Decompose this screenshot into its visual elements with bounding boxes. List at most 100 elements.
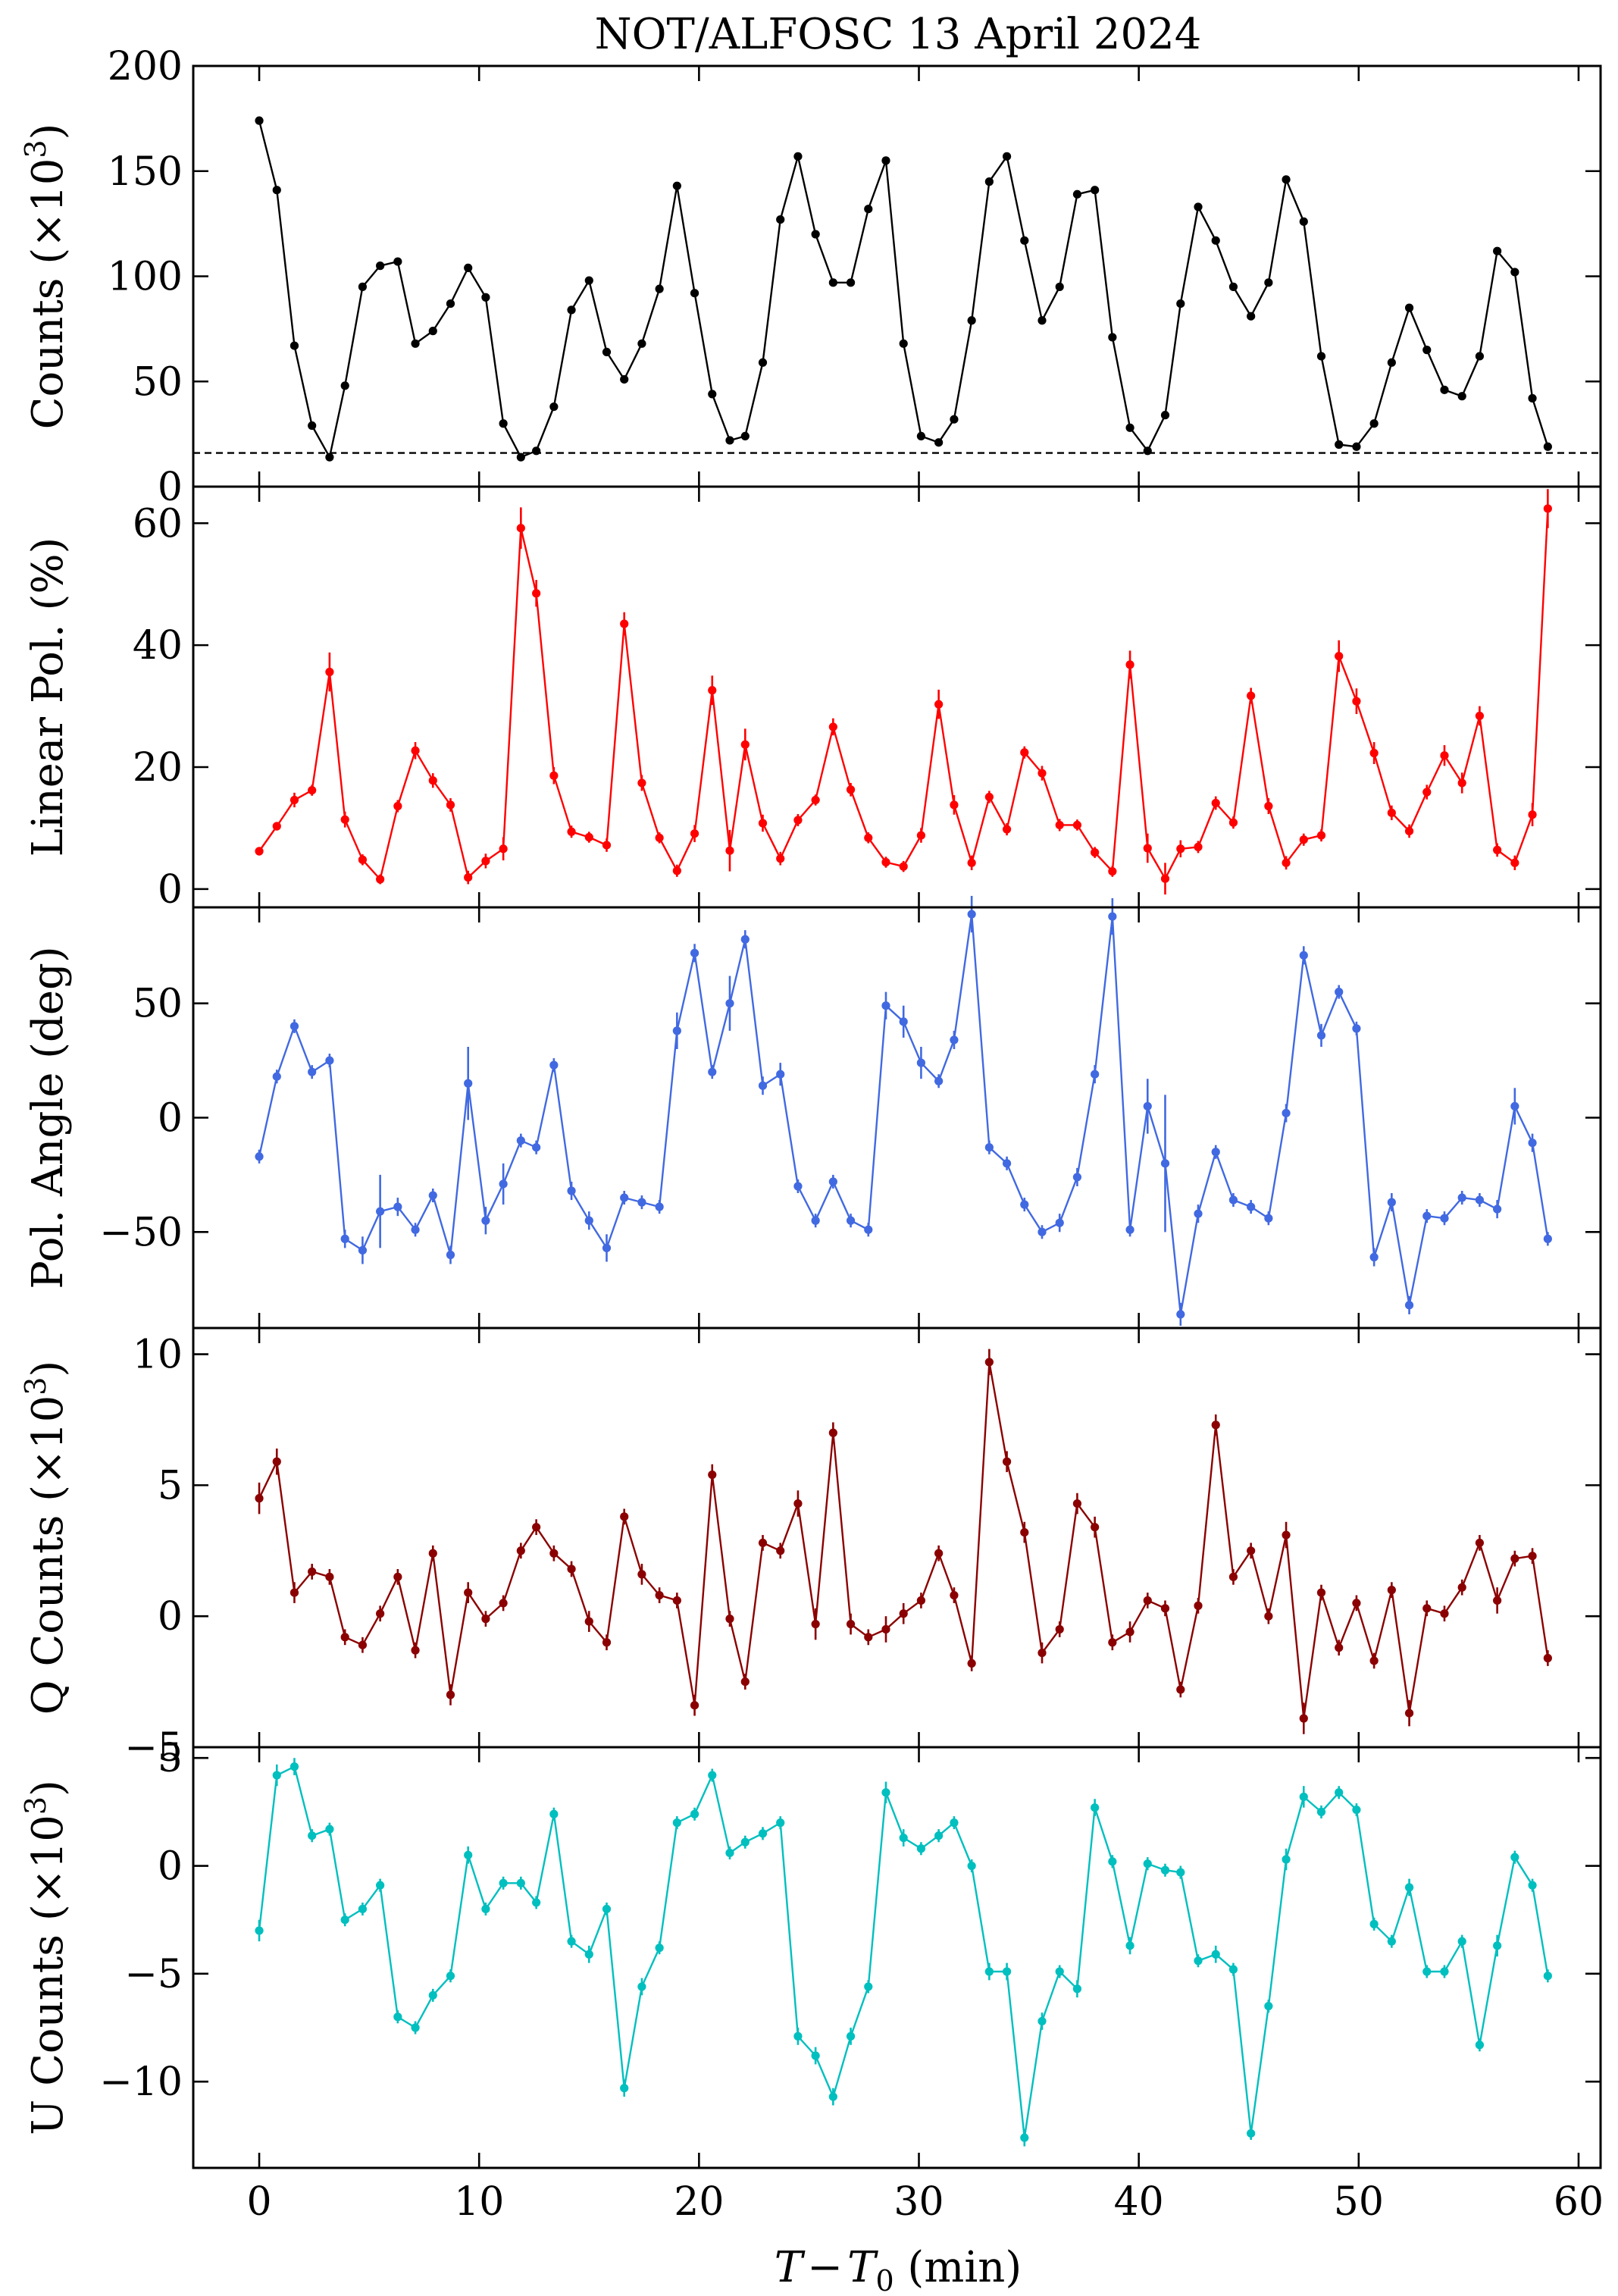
data-point — [655, 1202, 664, 1211]
data-point — [637, 1570, 646, 1579]
data-point — [828, 278, 837, 287]
data-point — [428, 1991, 437, 2000]
data-point — [1422, 346, 1432, 355]
data-point — [934, 1831, 944, 1840]
data-point — [776, 854, 785, 863]
series-line — [258, 1361, 1549, 1720]
data-point — [1228, 818, 1238, 827]
data-point — [1510, 1853, 1519, 1862]
data-point — [289, 341, 299, 350]
data-point — [289, 1762, 299, 1771]
data-point — [584, 1950, 593, 1959]
data-point — [308, 1567, 317, 1577]
data-point — [1002, 152, 1012, 161]
data-point — [255, 1926, 264, 1935]
x-axis-label-minus: − — [807, 2243, 843, 2292]
data-point — [567, 1937, 576, 1946]
chart-title: NOT/ALFOSC 13 April 2024 — [595, 10, 1202, 59]
data-point — [289, 1588, 299, 1597]
data-point — [1282, 1530, 1291, 1540]
data-point — [1335, 652, 1344, 661]
data-point — [1475, 711, 1485, 721]
x-axis-label-t0: T — [847, 2243, 878, 2292]
data-point — [481, 293, 490, 302]
data-point — [899, 862, 908, 871]
data-point — [1335, 988, 1344, 997]
data-point — [567, 1186, 576, 1195]
data-point — [1352, 697, 1361, 706]
data-point — [967, 858, 976, 867]
data-point — [499, 419, 508, 428]
panel-u-counts: −10 −5 0 5 U Counts (×103) 0 10 20 30 40 50 60 — [19, 1736, 1604, 2225]
data-point — [1037, 769, 1047, 778]
y-axis-label: Pol. Angle (deg) — [23, 946, 73, 1289]
data-point — [1176, 1868, 1185, 1877]
panel-pol-angle: −50 0 50 Pol. Angle (deg) — [23, 895, 1602, 1330]
data-point — [1369, 1252, 1379, 1262]
data-point — [325, 667, 334, 677]
data-point — [690, 1809, 699, 1818]
data-point — [411, 339, 420, 348]
data-point — [1510, 1554, 1519, 1563]
y-axis-label-sup: 3 — [19, 1796, 52, 1815]
data-point — [1055, 282, 1064, 291]
data-point — [1091, 186, 1100, 195]
data-point — [1143, 446, 1152, 456]
data-point — [725, 436, 734, 445]
data-point — [672, 866, 681, 875]
data-point — [672, 1596, 681, 1605]
y-axis-label-close: ) — [23, 1780, 73, 1796]
data-point — [272, 1457, 281, 1466]
data-point — [516, 1546, 525, 1555]
data-point — [758, 1538, 768, 1548]
data-point — [758, 358, 768, 367]
data-point — [1387, 1586, 1396, 1595]
data-point — [1440, 1609, 1449, 1618]
data-point — [916, 1844, 926, 1853]
data-point — [532, 1898, 541, 1907]
data-point — [1387, 358, 1396, 367]
data-point — [549, 1549, 559, 1558]
y-axis-label-main: Counts (×10 — [23, 158, 73, 430]
data-point — [1247, 1546, 1256, 1555]
data-point — [602, 841, 612, 850]
x-axis-label-t: T — [775, 2243, 806, 2292]
data-point — [1404, 1301, 1414, 1310]
data-point — [984, 1358, 994, 1367]
data-point — [340, 381, 349, 390]
data-point — [1143, 844, 1152, 853]
data-point — [1020, 2133, 1029, 2142]
data-point — [934, 438, 944, 447]
data-point — [725, 999, 734, 1008]
data-point — [549, 402, 559, 412]
data-point — [637, 339, 646, 348]
data-point — [1422, 1211, 1432, 1220]
data-point — [567, 1565, 576, 1574]
data-point — [1457, 778, 1466, 788]
x-tick-label: 0 — [247, 2179, 272, 2225]
x-tick-label: 50 — [1334, 2179, 1384, 2225]
data-point — [1335, 1788, 1344, 1797]
data-point — [899, 339, 908, 348]
data-point — [708, 1067, 717, 1076]
data-point — [358, 1904, 368, 1914]
data-point — [934, 1549, 944, 1558]
data-point — [740, 935, 750, 944]
y-tick-label: 5 — [158, 1463, 183, 1508]
data-point — [1228, 282, 1238, 291]
data-point — [1037, 1648, 1047, 1658]
data-point — [793, 1182, 803, 1191]
data-point — [1020, 236, 1029, 245]
data-point — [325, 1572, 334, 1581]
data-point — [881, 1788, 890, 1797]
x-axis-label-subscript: 0 — [875, 2264, 893, 2296]
y-tick-label: 10 — [133, 1333, 183, 1378]
data-point — [1369, 748, 1379, 758]
series-line — [258, 1765, 1549, 2139]
data-point — [1125, 1627, 1134, 1637]
x-tick-label: 20 — [674, 2179, 724, 2225]
data-point — [481, 1615, 490, 1624]
data-point — [1493, 246, 1502, 255]
data-point — [620, 2084, 629, 2093]
data-point — [1211, 1950, 1220, 1959]
